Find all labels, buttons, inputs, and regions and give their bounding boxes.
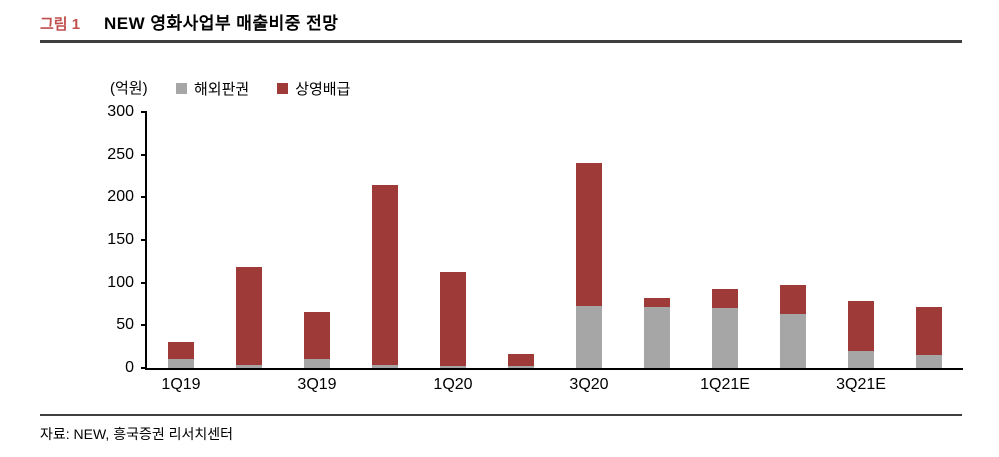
y-tick-label: 300	[107, 103, 134, 120]
y-tick-mark	[141, 367, 147, 369]
segment-해외판권	[916, 355, 942, 368]
header-divider	[40, 40, 962, 43]
footer-divider	[40, 414, 962, 416]
figure-number: 그림 1	[40, 16, 81, 33]
bar-4Q21E	[916, 306, 942, 368]
y-tick-label: 200	[107, 188, 134, 206]
segment-상영배급	[168, 341, 194, 360]
bar-2Q19	[236, 267, 262, 368]
legend-item-상영배급: 상영배급	[277, 78, 350, 99]
y-tick-label: 250	[107, 145, 134, 163]
bar-4Q19	[372, 184, 398, 368]
source-note: 자료: NEW, 흥국증권 리서치센터	[40, 426, 234, 442]
bar-3Q19	[304, 311, 330, 368]
segment-해외판권	[780, 314, 806, 368]
segment-해외판권	[304, 358, 330, 368]
legend-swatch	[176, 83, 187, 94]
segment-상영배급	[916, 306, 942, 356]
segment-상영배급	[304, 311, 330, 359]
segment-상영배급	[712, 288, 738, 309]
x-tick-label: 1Q21E	[700, 376, 750, 393]
figure-header: 그림 1 NEW 영화사업부 매출비중 전망	[40, 9, 962, 34]
chart-legend: 해외판권 상영배급	[176, 78, 350, 99]
segment-해외판권	[644, 306, 670, 368]
y-tick-mark	[141, 153, 147, 156]
legend-swatch	[277, 83, 289, 94]
segment-상영배급	[780, 285, 806, 315]
bar-3Q20	[576, 163, 602, 368]
x-tick-label: 3Q20	[569, 376, 609, 393]
segment-해외판권	[440, 366, 466, 368]
bar-1Q19	[168, 341, 194, 368]
y-tick-mark	[141, 324, 147, 327]
segment-상영배급	[372, 184, 398, 365]
bar-1Q20	[440, 272, 466, 368]
y-tick-label: 100	[107, 273, 134, 291]
legend-item-해외판권: 해외판권	[176, 78, 249, 99]
bar-2Q21E	[780, 285, 806, 368]
figure-title: NEW 영화사업부 매출비중 전망	[104, 14, 339, 33]
segment-해외판권	[712, 308, 738, 368]
segment-상영배급	[440, 272, 466, 367]
y-tick-label: 150	[107, 231, 134, 248]
x-tick-label: 3Q21E	[836, 376, 886, 393]
y-tick-mark	[141, 281, 147, 284]
bar-2Q20	[508, 354, 534, 368]
segment-해외판권	[508, 366, 534, 368]
segment-해외판권	[576, 305, 602, 368]
segment-해외판권	[168, 359, 194, 368]
x-axis-line	[145, 367, 963, 370]
bar-1Q21E	[712, 288, 738, 368]
segment-상영배급	[576, 163, 602, 306]
plot-area: 0 50 100 150 200 250 300 1Q19 3Q19 1Q20 3Q20 1Q21E 3…	[107, 103, 963, 393]
segment-상영배급	[644, 298, 670, 307]
legend-label: 상영배급	[295, 81, 351, 98]
segment-해외판권	[372, 364, 398, 368]
y-tick-mark	[141, 111, 147, 113]
y-tick-label: 0	[125, 359, 134, 376]
segment-상영배급	[236, 267, 262, 366]
legend-label: 해외판권	[194, 81, 250, 98]
y-axis-unit-label: (억원)	[110, 80, 148, 97]
bar-3Q21E	[848, 301, 874, 368]
segment-해외판권	[236, 365, 262, 368]
x-tick-label: 3Q19	[297, 376, 337, 393]
bar-4Q20	[644, 298, 670, 368]
y-tick-mark	[141, 196, 147, 199]
x-tick-label: 1Q20	[433, 376, 473, 393]
segment-상영배급	[508, 354, 534, 367]
segment-상영배급	[848, 301, 874, 351]
y-tick-mark	[141, 239, 147, 241]
y-tick-label: 50	[116, 316, 134, 334]
segment-해외판권	[848, 350, 874, 368]
x-tick-label: 1Q19	[161, 376, 201, 393]
